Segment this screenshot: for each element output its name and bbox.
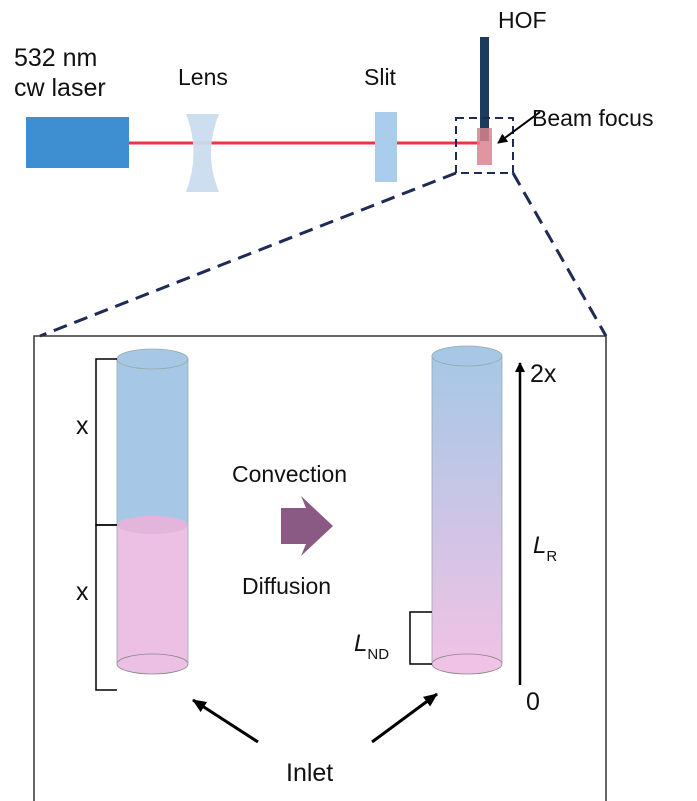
pink-liquid-segment [117,525,188,664]
length-r-label: LR [533,532,557,565]
laser-label-line1: 532 nm [14,44,97,72]
slit [375,112,397,182]
beam-focus-label: Beam focus [532,105,653,131]
diffusion-label: Diffusion [242,573,331,599]
laser-source [26,117,129,168]
process-arrow [281,496,333,556]
zoom-line-right [511,172,608,337]
bracket-bottom [95,524,117,691]
left-tube-bottom [116,653,189,675]
left-tube [116,348,189,675]
inlet-arrow-right [371,692,438,744]
bracket-top [95,358,117,526]
right-tube-top [431,345,503,367]
axis-bottom-label: 0 [526,688,540,716]
inset-frame [33,335,607,801]
nd-bracket [409,611,432,665]
interface-ellipse [117,516,188,534]
segment-length-bottom: x [76,578,89,606]
right-tube [431,345,503,675]
length-nd-label: LND [354,630,389,663]
beam-focus-spot [477,128,492,165]
convection-label: Convection [232,461,347,487]
lens [186,114,219,192]
focus-region-box [455,117,514,174]
segment-length-top: x [76,412,89,440]
lens-label: Lens [178,64,228,90]
inlet-arrow-left [192,698,259,744]
mixed-liquid-column [432,356,502,664]
right-tube-bottom [431,653,503,675]
left-tube-top [116,348,189,370]
zoom-line-left [39,171,457,338]
beam-focus-pointer [497,111,541,144]
axis-top-label: 2x [530,360,557,388]
blue-liquid-segment [117,359,188,525]
inlet-label: Inlet [286,759,333,787]
fiber-label: HOF [498,7,547,33]
laser-label-line2: cw laser [14,74,106,102]
hollow-optical-fiber [480,37,489,141]
slit-label: Slit [364,64,397,90]
